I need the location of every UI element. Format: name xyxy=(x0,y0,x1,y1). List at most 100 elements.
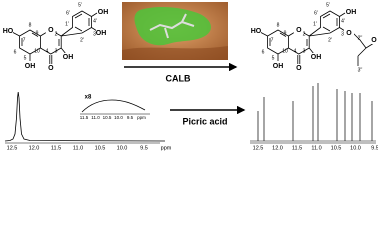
inset-tick-label: 11.0 xyxy=(91,115,100,120)
page: {"left_structure":{"labels":["HO","7","8… xyxy=(2,2,378,152)
atom-number: 5' xyxy=(326,2,330,8)
x-tick-label: 11.0 xyxy=(311,145,321,151)
atom-number: 4' xyxy=(93,18,97,24)
bond-lines xyxy=(11,10,98,64)
atom-label: OH xyxy=(98,9,109,16)
atom-label: HO xyxy=(3,28,14,35)
inset-tick-label: ppm xyxy=(137,115,146,120)
atom-number: 4 xyxy=(294,48,297,54)
atom-mask xyxy=(273,62,283,70)
atom-number: 8 xyxy=(277,22,280,28)
atom-number: 9 xyxy=(284,30,287,36)
x-tick-label: 12.5 xyxy=(7,145,18,151)
atom-number: 5 xyxy=(272,55,275,61)
atom-label: OH xyxy=(273,63,284,70)
atom-number: 2' xyxy=(80,37,84,43)
spectrum-peaks xyxy=(257,83,373,141)
x-tick-label: 10.0 xyxy=(117,145,128,151)
bond-lines xyxy=(259,10,375,66)
inset-tick-label: 10.5 xyxy=(103,115,112,120)
atom-label: OH xyxy=(25,63,36,70)
atom-label: OH xyxy=(311,54,322,61)
atom-label: O xyxy=(48,27,54,34)
atom-number: 7 xyxy=(271,37,274,43)
atom-mask xyxy=(346,8,356,16)
atom-number: 2'' xyxy=(358,35,363,41)
enzyme-image xyxy=(122,2,228,60)
atom-number: 3 xyxy=(303,48,306,54)
atom-mask xyxy=(98,8,108,16)
atom-number: 2 xyxy=(303,31,306,37)
atom-mask xyxy=(344,29,354,37)
x-tick-label: 9.5 xyxy=(371,145,378,151)
left-spectrum xyxy=(4,91,166,144)
atom-number: 6' xyxy=(314,10,318,16)
x-tick-label: 11.5 xyxy=(51,145,61,151)
x-tick-label: ppm xyxy=(161,145,172,151)
atom-mask xyxy=(25,62,35,70)
atom-number: 3 xyxy=(55,48,58,54)
surface-shade xyxy=(122,46,228,60)
atom-number: 9 xyxy=(36,30,39,36)
x-tick-label: 12.5 xyxy=(253,145,264,151)
atom-number: 3' xyxy=(93,31,97,37)
atom-mask xyxy=(369,36,378,44)
atom-number: 3'' xyxy=(358,67,363,73)
atom-label: O xyxy=(296,27,302,34)
inset-tick-label: 10.0 xyxy=(114,115,123,120)
atom-mask xyxy=(293,64,304,72)
atom-number: 8 xyxy=(29,22,32,28)
inset-trace xyxy=(81,99,146,113)
ligand xyxy=(149,13,195,39)
inset-tick-label: 9.5 xyxy=(127,115,134,120)
atom-label: OH xyxy=(346,9,357,16)
atom-mask xyxy=(96,29,106,37)
atom-label: O xyxy=(346,30,352,37)
x-tick-label: 12.0 xyxy=(272,145,283,151)
atom-mask xyxy=(63,53,73,61)
atom-number: 6' xyxy=(66,10,70,16)
x-tick-label: 10.0 xyxy=(350,145,361,151)
atom-label: O xyxy=(48,65,54,72)
x-tick-label: 11.0 xyxy=(73,145,83,151)
atom-number: 7 xyxy=(23,37,26,43)
reagent-label: Picric acid xyxy=(182,116,227,126)
right-spectrum xyxy=(250,83,376,144)
x-tick-label: 11.5 xyxy=(292,145,302,151)
atom-number: 4 xyxy=(46,48,49,54)
enzyme-label: CALB xyxy=(166,73,191,83)
atom-number: 10 xyxy=(34,48,40,54)
atom-label: O xyxy=(296,65,302,72)
x-tick-label: 12.0 xyxy=(29,145,40,151)
atom-label: OH xyxy=(96,30,107,37)
atom-label: O xyxy=(371,37,377,44)
atom-mask xyxy=(251,27,261,35)
atom-mask xyxy=(293,26,304,34)
x-tick-label: 9.5 xyxy=(140,145,148,151)
atom-label: OH xyxy=(63,54,74,61)
atom-mask xyxy=(45,26,56,34)
atom-number: 5 xyxy=(24,55,27,61)
zoom-label: x8 xyxy=(85,95,92,101)
atom-number: 4' xyxy=(341,18,345,24)
atom-number: 1' xyxy=(313,21,317,27)
atom-number: 10 xyxy=(282,48,288,54)
atom-label: HO xyxy=(251,28,262,35)
atom-mask xyxy=(45,64,56,72)
spectrum-trace xyxy=(4,91,166,142)
atom-number: 1' xyxy=(65,21,69,27)
atom-number: 6 xyxy=(14,49,17,55)
atom-number: 2' xyxy=(328,37,332,43)
binding-pocket xyxy=(134,7,212,46)
atom-number: 6 xyxy=(262,49,265,55)
x-tick-label: 10.5 xyxy=(331,145,342,151)
atom-mask xyxy=(311,53,321,61)
atom-number: 2 xyxy=(55,31,58,37)
atom-number: 5' xyxy=(78,2,82,8)
inset-tick-label: 11.5 xyxy=(80,115,89,120)
atom-mask xyxy=(3,27,13,35)
x-tick-label: 10.5 xyxy=(95,145,106,151)
